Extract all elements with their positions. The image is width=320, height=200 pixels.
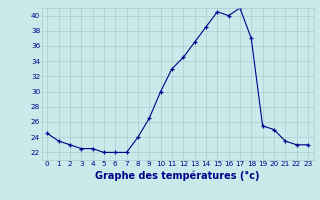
X-axis label: Graphe des températures (°c): Graphe des températures (°c): [95, 170, 260, 181]
